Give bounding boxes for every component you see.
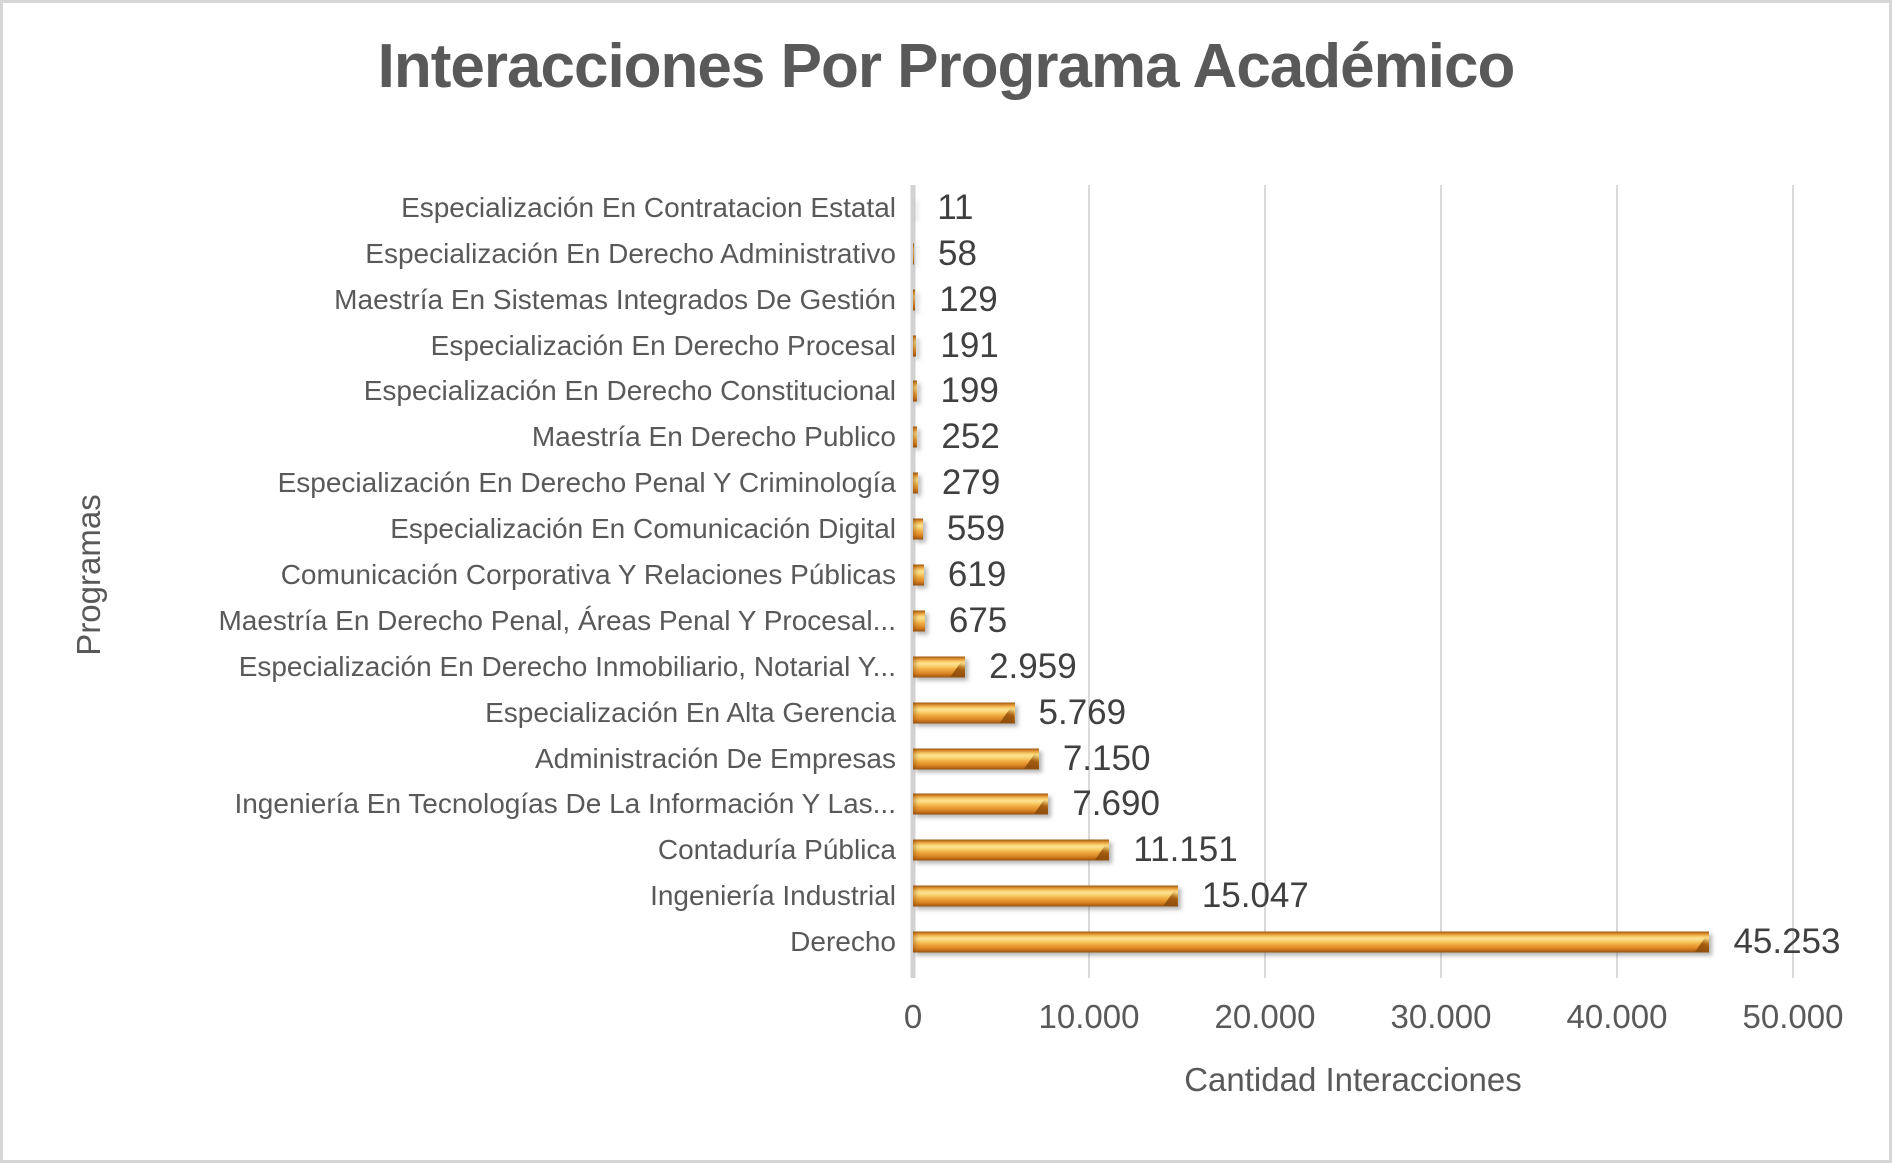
x-tick-label: 40.000	[1566, 998, 1668, 1035]
category-label: Especialización En Derecho Inmobiliario,…	[238, 650, 896, 682]
chart-row: Maestría En Derecho Penal, Áreas Penal Y…	[3, 598, 1889, 644]
chart-row: Especialización En Comunicación Digital 5…	[3, 506, 1889, 552]
value-label: 559	[946, 509, 1006, 549]
gridline	[1616, 185, 1618, 978]
bar	[913, 518, 923, 540]
x-tick-label: 0	[903, 998, 923, 1035]
rows: Especialización En Contratacion Estatal 1…	[3, 185, 1889, 965]
chart-row: Especialización En Derecho Administrativ…	[3, 231, 1889, 277]
value-label: 11.151	[1133, 830, 1238, 870]
bar	[913, 426, 918, 448]
bar	[913, 839, 1110, 861]
category-label: Especialización En Derecho Procesal	[430, 329, 896, 361]
category-label: Derecho	[790, 926, 896, 958]
bar	[913, 793, 1049, 815]
chart-title: Interacciones Por Programa Académico	[377, 32, 1516, 101]
chart-row: Especialización En Derecho Procesal 191	[3, 323, 1889, 369]
chart-row: Especialización En Alta Gerencia 5.769	[3, 690, 1889, 736]
value-label: 58	[938, 233, 977, 273]
category-label: Especialización En Comunicación Digital	[390, 513, 896, 545]
value-label: 252	[941, 417, 1000, 457]
category-label: Especialización En Contratacion Estatal	[401, 191, 896, 223]
chart-row: Especialización En Contratacion Estatal 1…	[3, 185, 1889, 231]
category-label: Maestría En Derecho Publico	[531, 421, 896, 453]
x-tick-label: 30.000	[1390, 998, 1492, 1035]
bar	[913, 885, 1178, 907]
category-label: Maestría En Derecho Penal, Áreas Penal Y…	[218, 604, 896, 636]
category-label: Administración De Empresas	[534, 742, 896, 774]
chart-row: Ingeniería En Tecnologías De La Informac…	[3, 781, 1889, 827]
x-tick-label: 10.000	[1038, 998, 1140, 1035]
bar	[913, 748, 1039, 770]
category-label: Especialización En Derecho Constituciona…	[363, 375, 896, 407]
category-label: Especialización En Derecho Penal Y Crimi…	[277, 467, 896, 499]
value-label: 2.959	[989, 646, 1077, 686]
gridline	[1792, 185, 1794, 978]
category-label: Especialización En Derecho Administrativ…	[365, 237, 896, 269]
bar	[913, 931, 1710, 953]
chart-row: Contaduría Pública 11.151	[3, 827, 1889, 873]
category-label: Maestría En Sistemas Integrados De Gesti…	[334, 283, 896, 315]
chart-row: Especialización En Derecho Penal Y Crimi…	[3, 460, 1889, 506]
x-tick-label: 20.000	[1214, 998, 1316, 1035]
bar	[913, 656, 966, 678]
x-axis-title: Cantidad Interacciones	[1184, 1061, 1522, 1098]
gridline	[1264, 185, 1266, 978]
value-label: 15.047	[1201, 876, 1309, 916]
x-tick-label: 50.000	[1742, 998, 1844, 1035]
category-label: Ingeniería En Tecnologías De La Informac…	[234, 788, 896, 820]
value-label: 45.253	[1733, 922, 1841, 962]
value-label: 129	[939, 279, 998, 319]
bar	[913, 472, 918, 494]
bar	[913, 243, 915, 265]
value-label: 619	[947, 554, 1007, 594]
chart-row: Especialización En Derecho Inmobiliario,…	[3, 644, 1889, 690]
category-label: Especialización En Alta Gerencia	[485, 696, 896, 728]
value-label: 675	[948, 600, 1008, 640]
value-label: 279	[941, 463, 1001, 503]
value-label: 5.769	[1038, 692, 1127, 732]
value-label: 191	[940, 325, 999, 365]
bar	[913, 380, 917, 402]
category-label: Ingeniería Industrial	[650, 880, 896, 912]
chart-row: Ingeniería Industrial 15.047	[3, 873, 1889, 919]
chart-row: Comunicación Corporativa Y Relaciones Pú…	[3, 552, 1889, 598]
category-label: Comunicación Corporativa Y Relaciones Pú…	[280, 558, 896, 590]
value-label: 199	[940, 371, 999, 411]
value-label: 11	[937, 187, 974, 227]
chart-row: Maestría En Sistemas Integrados De Gesti…	[3, 277, 1889, 323]
chart-row: Especialización En Derecho Constituciona…	[3, 369, 1889, 415]
value-label: 7.690	[1072, 784, 1160, 824]
chart-row: Derecho 45.253	[3, 919, 1889, 965]
bar	[913, 610, 925, 632]
category-label: Contaduría Pública	[657, 834, 896, 866]
bar	[913, 564, 924, 586]
chart-row: Administración De Empresas 7.150	[3, 736, 1889, 782]
gridline	[1088, 185, 1090, 978]
gridline	[1440, 185, 1442, 978]
chart-row: Maestría En Derecho Publico 252	[3, 414, 1889, 460]
bar	[913, 335, 917, 357]
bar	[913, 289, 916, 311]
bar	[913, 702, 1015, 724]
value-label: 7.150	[1062, 738, 1151, 778]
